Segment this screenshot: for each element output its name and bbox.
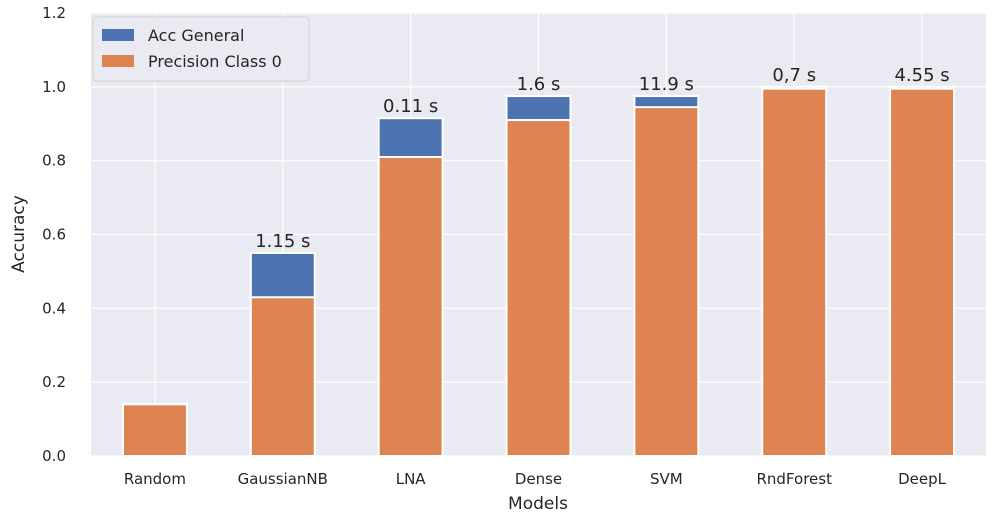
bar-time-label: 0,7 s (772, 65, 816, 86)
bar-precision-class-0-rndforest (761, 87, 828, 457)
bar-precision-class-0-random (121, 403, 188, 458)
x-axis-title: Models (508, 494, 568, 514)
bar-time-label: 1.15 s (255, 231, 310, 252)
y-tick-label: 0.6 (42, 226, 66, 244)
x-tick-label: Dense (515, 470, 562, 488)
bar-time-label: 0.11 s (383, 96, 438, 117)
y-tick-label: 0.8 (42, 152, 66, 170)
legend-label-precision-class-0: Precision Class 0 (148, 52, 282, 71)
x-tick-label: RndForest (756, 470, 832, 488)
bar-precision-class-0-dense (505, 119, 572, 458)
x-axis-ticks: Random GaussianNB LNA Dense SVM RndForest Deep… (124, 470, 947, 488)
x-tick-label: SVM (650, 470, 683, 488)
legend-label-acc-general: Acc General (148, 26, 244, 45)
legend: Acc General Precision Class 0 (92, 16, 310, 82)
bar-precision-class-0-lna (377, 155, 444, 457)
y-tick-label: 0.4 (42, 299, 66, 317)
y-tick-label: 1.2 (42, 4, 66, 22)
x-tick-label: GaussianNB (238, 470, 328, 488)
bar-precision-class-0-gaussiannb (249, 296, 316, 457)
bar-precision-class-0-deepl (889, 87, 956, 457)
bar-precision-class-0-svm (633, 106, 700, 457)
y-tick-label: 0.0 (42, 447, 66, 465)
x-tick-label: DeepL (898, 470, 947, 488)
bars (121, 85, 956, 458)
bar-labels: 1.15 s 0.11 s 1.6 s 11.9 s 0,7 s 4.55 s (255, 65, 949, 252)
x-tick-label: LNA (396, 470, 427, 488)
bar-time-label: 4.55 s (894, 65, 949, 86)
legend-box (92, 16, 310, 82)
bar-time-label: 11.9 s (639, 74, 694, 95)
y-axis-ticks: 0.0 0.2 0.4 0.6 0.8 1.0 1.2 (42, 4, 66, 465)
x-tick-label: Random (124, 470, 186, 488)
y-tick-label: 0.2 (42, 373, 66, 391)
y-tick-label: 1.0 (42, 78, 66, 96)
legend-swatch-acc-general (102, 29, 134, 41)
legend-swatch-precision-class-0 (102, 55, 134, 67)
bar-time-label: 1.6 s (517, 74, 561, 95)
y-axis-title: Accuracy (9, 195, 29, 273)
